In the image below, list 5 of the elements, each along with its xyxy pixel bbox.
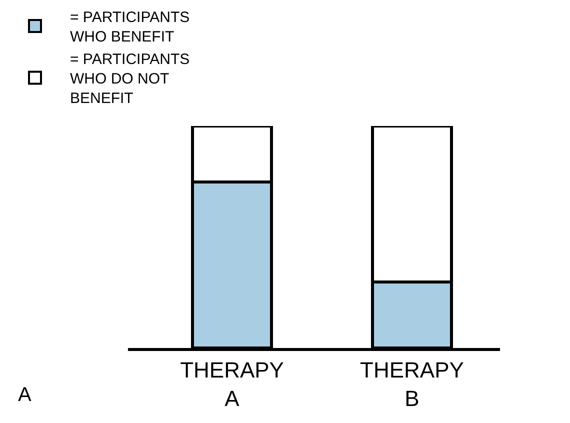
legend-label: = PARTICIPANTS WHO DO NOT BENEFIT (70, 51, 190, 108)
x-tick-label: THERAPY A (180, 357, 284, 411)
x-tick-label: THERAPY B (360, 357, 464, 411)
text: A (18, 384, 32, 406)
legend-label: = PARTICIPANTS WHO BENEFIT (70, 9, 190, 46)
